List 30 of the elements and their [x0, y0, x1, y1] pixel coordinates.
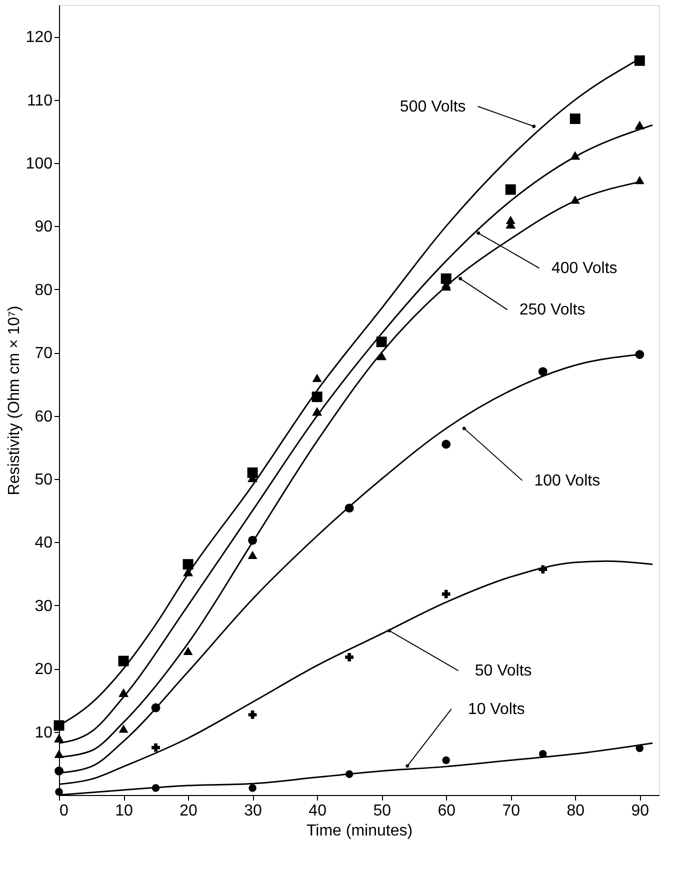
x-tick-label: 50 — [373, 802, 392, 820]
y-tick-label: 50 — [34, 472, 53, 488]
x-axis-title: Time (minutes) — [306, 822, 413, 840]
y-tick-label: 60 — [34, 408, 53, 426]
annotation: 400 Volts — [551, 260, 618, 278]
x-tick-label: 70 — [502, 802, 520, 820]
y-tick-label: 120 — [26, 29, 53, 46]
x-tick-label: 80 — [566, 802, 585, 820]
y-tick-label: 110 — [26, 92, 53, 110]
annotation: 50 Volts — [474, 662, 532, 680]
x-tick-label: 30 — [244, 802, 262, 820]
y-tick-label: 20 — [34, 661, 53, 678]
y-tick-label: 10 — [34, 724, 53, 742]
x-tick-label: 60 — [438, 802, 456, 820]
annotation: 10 Volts — [468, 700, 525, 718]
annotation: 100 Volts — [534, 472, 600, 490]
x-tick-label: 90 — [631, 802, 650, 820]
x-tick-label: 0 — [60, 802, 68, 820]
y-tick-label: 100 — [26, 156, 53, 172]
y-tick-label: 30 — [34, 598, 53, 615]
x-tick-label: 20 — [180, 802, 198, 820]
annotation: 250 Volts — [519, 302, 586, 319]
y-tick-label: 90 — [34, 218, 53, 236]
y-tick-label: 80 — [34, 282, 53, 299]
x-tick-label: 40 — [308, 802, 327, 820]
x-tick-label: 10 — [115, 802, 134, 820]
y-axis-title: Resistivity (Ohm cm × 10⁷) — [6, 306, 23, 496]
y-tick-label: 40 — [34, 534, 53, 552]
annotation: 500 Volts — [400, 98, 466, 116]
y-tick-label: 70 — [34, 345, 53, 362]
